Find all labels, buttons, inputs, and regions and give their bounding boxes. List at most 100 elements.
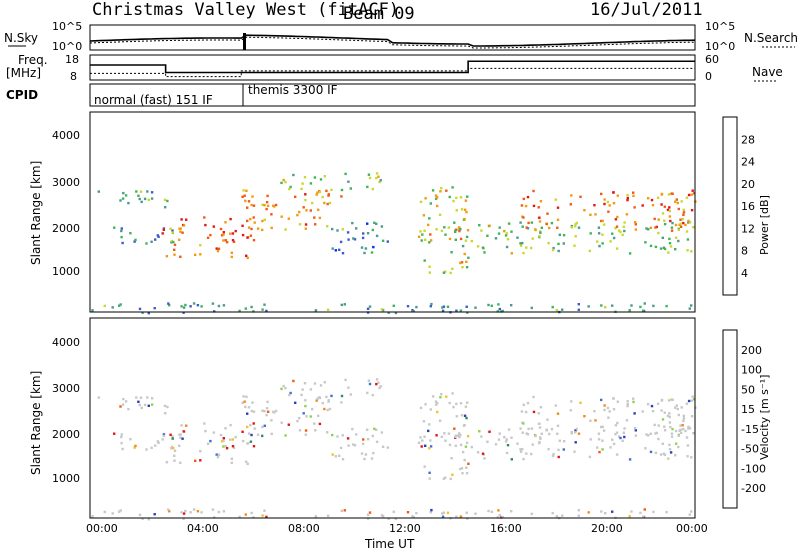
velocity-cell: [366, 391, 369, 395]
velocity-cell: [667, 399, 671, 402]
velocity-cell: [434, 400, 438, 403]
velocity-cell: [280, 387, 283, 391]
velocity-cell: [628, 458, 632, 461]
power-cell: [139, 190, 143, 193]
velocity-cell: [597, 438, 601, 441]
colorbar-tick: -15: [741, 423, 759, 436]
velocity-cell: [537, 412, 540, 415]
power-cell: [203, 216, 206, 219]
velocity-cell: [296, 419, 299, 423]
power-cell: [147, 198, 150, 201]
velocity-colorbar: -200 -100 -50 -15 15 50 100 200: [722, 329, 766, 509]
power-cell: [574, 235, 577, 238]
velocity-cell: [172, 446, 175, 450]
power-cell: [179, 230, 182, 233]
power-cell: [217, 247, 221, 250]
power-cell: [381, 239, 385, 242]
velocity-cell: [532, 395, 535, 399]
power-cell: [497, 303, 500, 306]
power-cell: [604, 306, 607, 309]
velocity-cell: [252, 445, 256, 448]
velocity-cell: [510, 436, 513, 439]
power-cell: [429, 305, 432, 308]
power-cell: [261, 228, 264, 232]
power-cell: [150, 240, 153, 243]
power-cell: [91, 309, 94, 312]
power-cell: [534, 228, 537, 232]
power-cell: [650, 198, 654, 202]
power-cell: [263, 218, 266, 221]
power-cell: [121, 241, 124, 245]
power-cell: [612, 191, 615, 194]
velocity-cell: [525, 452, 528, 455]
power-cell: [480, 229, 483, 232]
velocity-cell: [309, 415, 312, 418]
power-cell: [141, 311, 144, 314]
velocity-cell: [140, 406, 143, 410]
velocity-cell: [686, 455, 689, 458]
power-cell: [442, 271, 446, 274]
power-cell: [192, 302, 196, 305]
velocity-cell: [323, 407, 326, 411]
power-cell: [103, 304, 106, 308]
velocity-cell: [150, 446, 153, 449]
power-cell: [619, 230, 622, 234]
power-cell: [459, 309, 463, 312]
velocity-cell: [326, 431, 329, 434]
power-cell: [680, 200, 683, 203]
velocity-cell: [217, 453, 221, 456]
velocity-cell: [178, 433, 181, 436]
velocity-cell: [660, 409, 663, 412]
power-cell: [444, 233, 447, 236]
velocity-cell: [287, 423, 290, 426]
velocity-cell: [284, 434, 287, 437]
power-cell: [378, 180, 381, 184]
power-cell: [209, 233, 212, 237]
velocity-cell: [272, 410, 275, 413]
power-cell: [557, 249, 560, 253]
velocity-cell: [644, 447, 647, 450]
velocity-cell: [539, 437, 542, 440]
power-cell: [150, 197, 154, 200]
velocity-cell: [263, 509, 266, 512]
colorbar-tick: 8: [741, 245, 748, 258]
power-cell: [173, 253, 176, 256]
power-cell: [246, 206, 249, 209]
power-cell: [445, 189, 448, 192]
velocity-cell: [119, 405, 122, 408]
velocity-cell: [463, 423, 466, 427]
velocity-cell: [690, 510, 693, 513]
velocity-cell: [170, 445, 174, 449]
power-cell: [545, 222, 548, 225]
velocity-cell: [650, 404, 654, 408]
frequency-line: [90, 60, 695, 74]
power-cell: [455, 196, 458, 200]
velocity-cell: [203, 422, 206, 425]
power-cell: [685, 196, 689, 199]
velocity-cell: [217, 510, 221, 514]
power-cell: [133, 240, 136, 243]
power-cell: [168, 304, 171, 307]
power-cell: [353, 238, 357, 241]
power-cell: [406, 305, 410, 308]
velocity-cell: [423, 465, 426, 468]
velocity-cell: [215, 453, 218, 456]
power-cell: [669, 245, 673, 248]
power-cell: [681, 218, 684, 221]
frequency-panel: Freq. [MHz] 18 8 60 0 Nave: [6, 53, 783, 83]
velocity-cell: [498, 432, 501, 435]
velocity-cell: [612, 397, 615, 400]
power-cell: [679, 225, 683, 228]
power-cell: [603, 202, 606, 206]
power-cell: [249, 217, 252, 221]
velocity-cell: [538, 440, 541, 444]
velocity-cell: [516, 442, 519, 445]
power-cell: [649, 226, 652, 229]
velocity-cell: [688, 427, 692, 430]
power-cell: [394, 311, 398, 315]
colorbar-tick: 100: [741, 364, 762, 377]
velocity-cell: [494, 443, 498, 446]
velocity-cell: [690, 456, 693, 459]
station-title: Christmas Valley West (fitACF): [92, 0, 399, 20]
date-label: 16/Jul/2011: [590, 0, 703, 20]
